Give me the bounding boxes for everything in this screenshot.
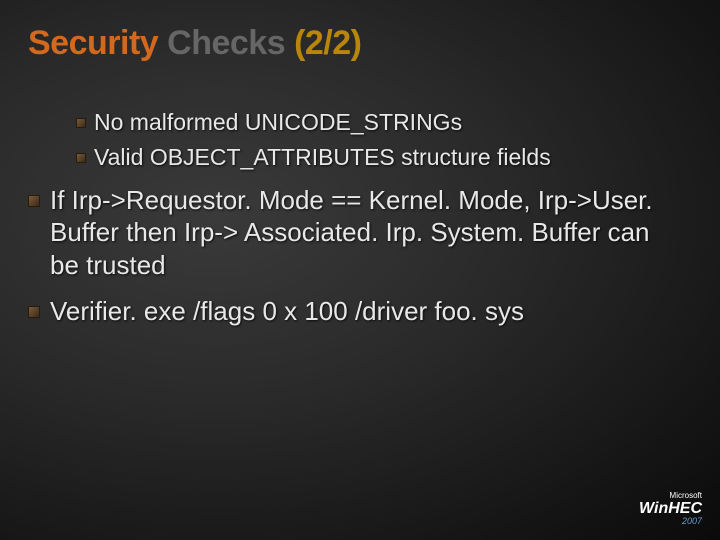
- title-word-security: Security: [28, 24, 158, 62]
- list-item: No malformed UNICODE_STRINGs: [56, 108, 680, 137]
- list-item: Valid OBJECT_ATTRIBUTES structure fields: [56, 143, 680, 172]
- title-word-checks: Checks: [167, 24, 285, 62]
- list-item: Verifier. exe /flags 0 x 100 /driver foo…: [20, 295, 680, 328]
- list-item: If Irp->Requestor. Mode == Kernel. Mode,…: [20, 184, 680, 282]
- title-word-page: (2/2): [294, 24, 361, 62]
- slide-title: Security Checks (2/2): [28, 24, 361, 63]
- winhec-logo: Microsoft WinHEC 2007: [639, 492, 702, 526]
- slide-content: No malformed UNICODE_STRINGs Valid OBJEC…: [56, 108, 680, 342]
- logo-company: Microsoft: [639, 492, 702, 500]
- logo-product: WinHEC: [639, 501, 702, 517]
- outer-bullet-list: If Irp->Requestor. Mode == Kernel. Mode,…: [56, 184, 680, 328]
- logo-year: 2007: [639, 517, 702, 526]
- inner-bullet-list: No malformed UNICODE_STRINGs Valid OBJEC…: [56, 108, 680, 172]
